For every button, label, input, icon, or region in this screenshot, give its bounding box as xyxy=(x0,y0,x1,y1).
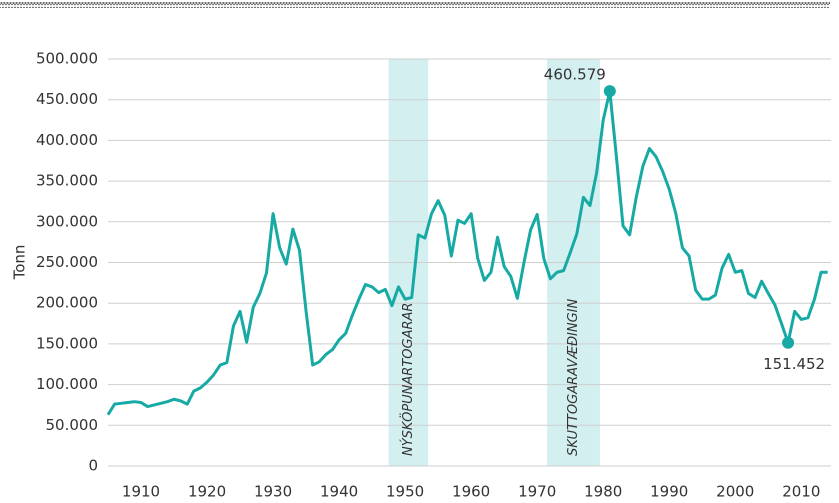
x-tick-label: 1960 xyxy=(452,483,490,501)
y-tick-label: 100.000 xyxy=(36,375,98,393)
y-tick-label: 300.000 xyxy=(36,212,98,230)
x-tick-label: 1990 xyxy=(650,483,688,501)
data-line xyxy=(106,89,828,416)
y-tick-label: 400.000 xyxy=(36,131,98,149)
x-tick-label: 1930 xyxy=(254,483,292,501)
data-label: 151.452 xyxy=(763,355,825,373)
y-tick-label: 250.000 xyxy=(36,253,98,271)
band-label: SKUTTOGARAVÆÐINGIN xyxy=(566,298,581,456)
x-tick-label: 1920 xyxy=(188,483,226,501)
x-tick-label: 1910 xyxy=(122,483,160,501)
x-tick-label: 2000 xyxy=(716,483,754,501)
x-tick-label: 1980 xyxy=(584,483,622,501)
grid xyxy=(108,58,831,467)
band-label: NÝSKÖPUNARTOGARAR xyxy=(399,303,416,456)
y-axis-label: Tonn xyxy=(11,245,29,281)
x-tick-label: 1940 xyxy=(320,483,358,501)
highlight-point xyxy=(603,85,616,98)
decor-border xyxy=(0,2,830,8)
data-label: 460.579 xyxy=(544,66,606,84)
y-tick-label: 50.000 xyxy=(46,416,99,434)
y-tick-label: 0 xyxy=(88,457,98,475)
y-tick-label: 500.000 xyxy=(36,50,98,68)
highlight-point xyxy=(782,336,795,349)
y-tick-label: 350.000 xyxy=(36,172,98,190)
y-tick-label: 200.000 xyxy=(36,294,98,312)
x-tick-label: 1950 xyxy=(386,483,424,501)
x-tick-label: 1970 xyxy=(518,483,556,501)
y-tick-label: 450.000 xyxy=(36,90,98,108)
y-tick-label: 150.000 xyxy=(36,334,98,352)
x-tick-label: 2010 xyxy=(782,483,820,501)
